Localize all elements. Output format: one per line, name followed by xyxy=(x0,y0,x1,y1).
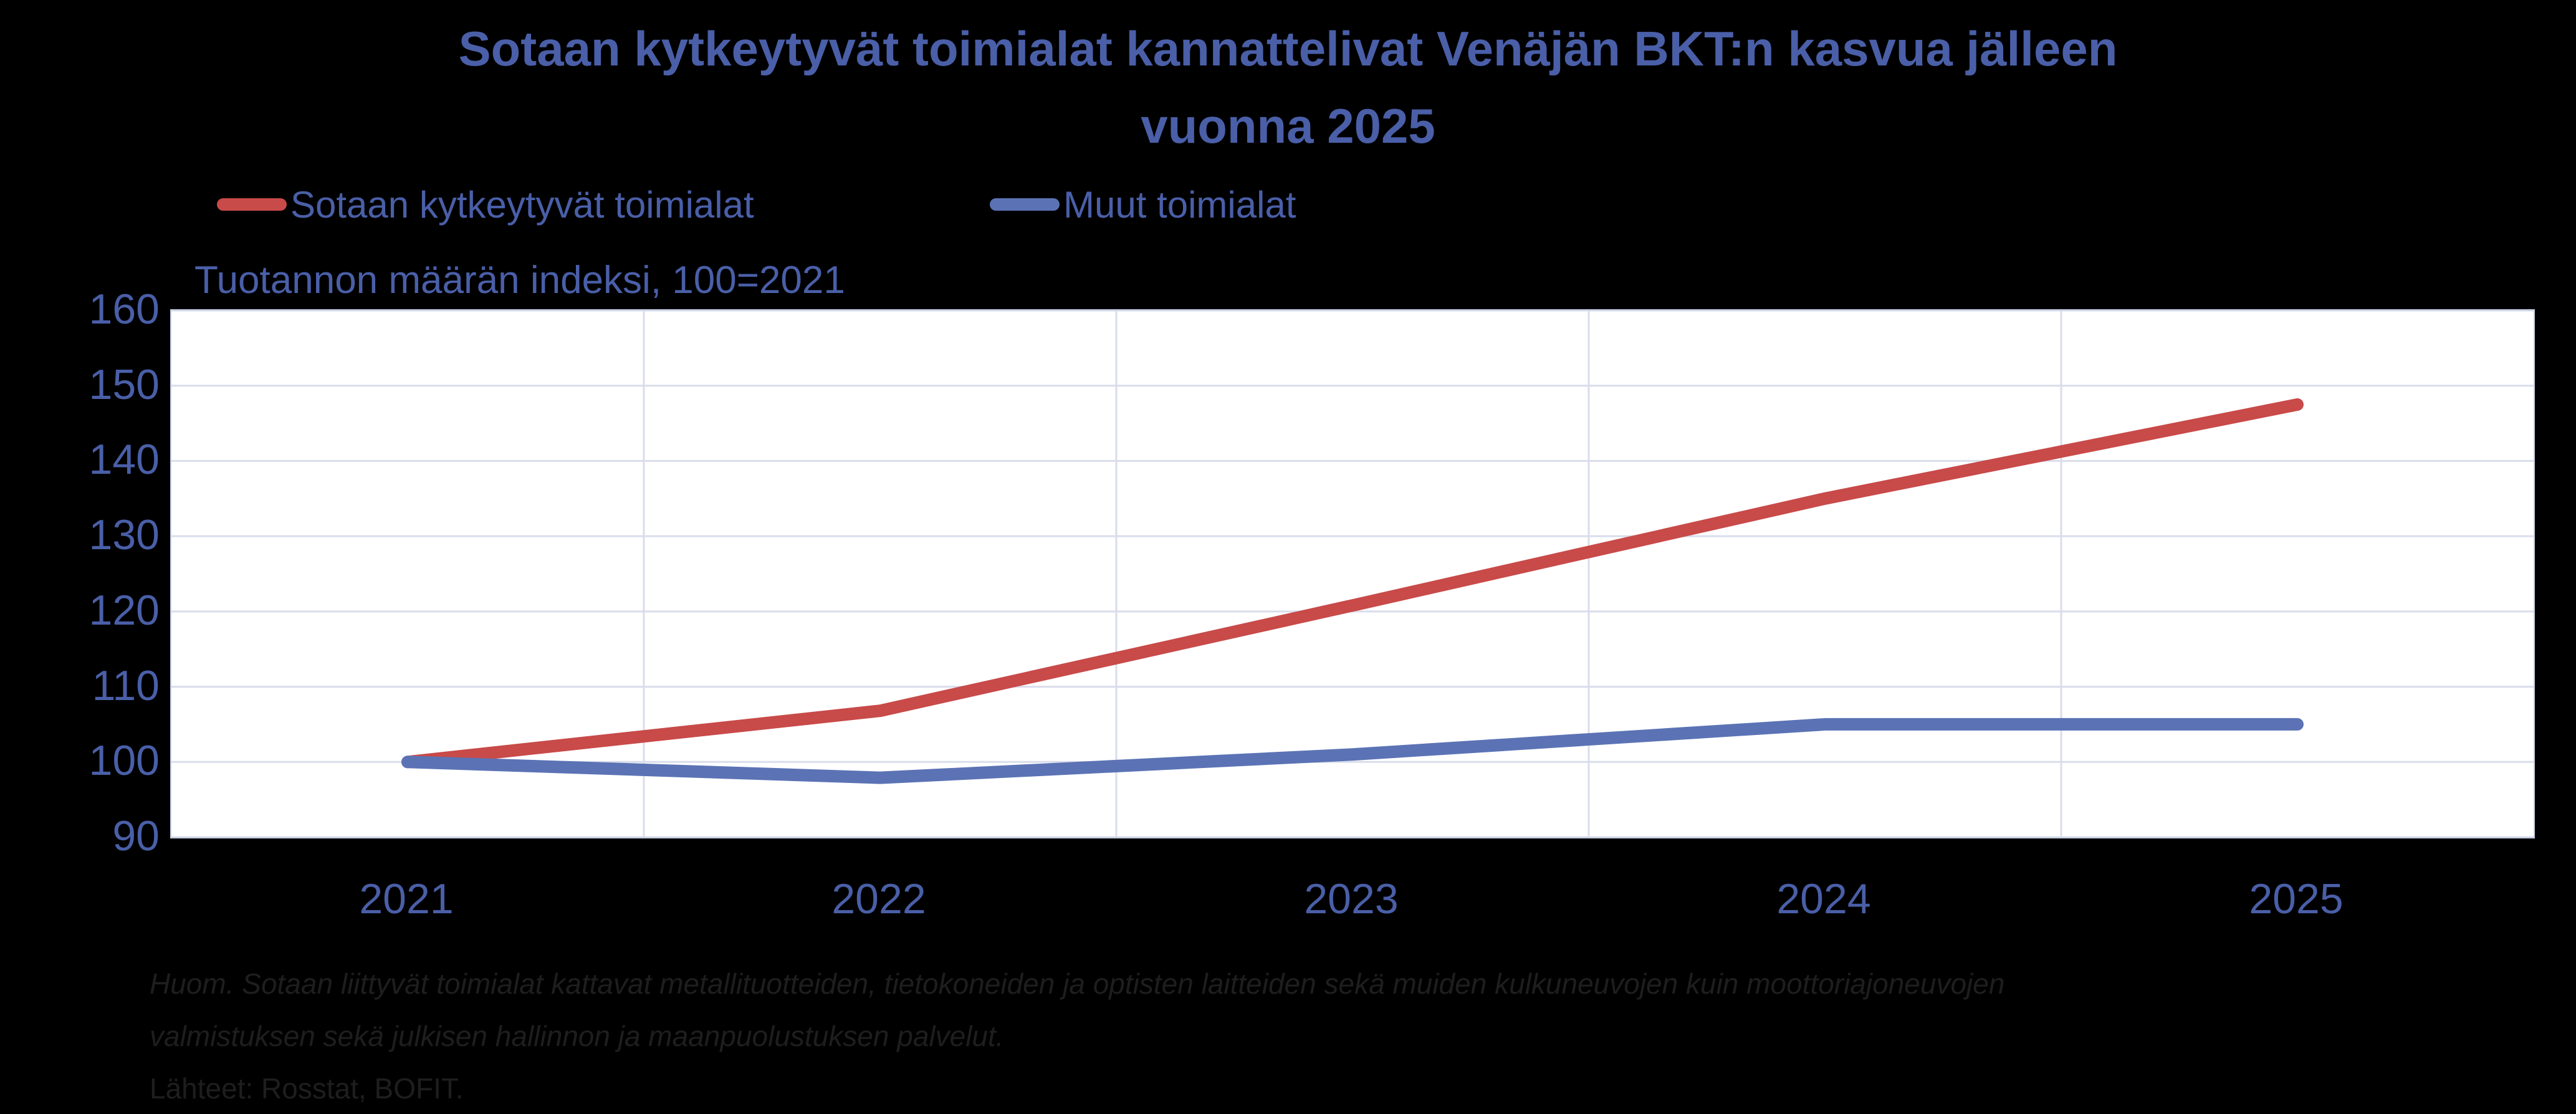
x-tick-label-2022: 2022 xyxy=(831,875,926,923)
axis-unit-label: Tuotannon määrän indeksi, 100=2021 xyxy=(194,259,845,302)
chart-title-line-2: vuonna 2025 xyxy=(1141,98,1435,153)
x-tick-label-2025: 2025 xyxy=(2249,875,2344,923)
y-tick-label-140: 140 xyxy=(89,436,160,484)
y-tick-label-100: 100 xyxy=(89,737,160,785)
x-axis-labels: 2021 2022 2023 2024 2025 xyxy=(170,836,2532,936)
footnote: Huom. Sotaan liittyvät toimialat kattava… xyxy=(150,958,2555,1114)
x-tick-label-2024: 2024 xyxy=(1776,875,1871,923)
legend-item-war-industries: Sotaan kytkeytyvät toimialat xyxy=(217,182,754,227)
series-line-war-industries xyxy=(401,398,2304,769)
x-tick-label-2023: 2023 xyxy=(1304,875,1399,923)
x-tick-label-2021: 2021 xyxy=(359,875,454,923)
series-line-other-industries xyxy=(401,718,2304,784)
legend-label-other-industries: Muut toimialat xyxy=(1063,183,1296,226)
y-tick-label-120: 120 xyxy=(89,586,160,634)
footnote-line-1: Huom. Sotaan liittyvät toimialat kattava… xyxy=(150,968,2005,1000)
legend-swatch-red-icon xyxy=(217,198,287,211)
y-axis-labels: 160 150 140 130 120 110 100 90 xyxy=(0,286,160,860)
legend-item-other-industries: Muut toimialat xyxy=(990,182,1296,227)
y-tick-label-150: 150 xyxy=(89,360,160,408)
y-tick-label-90: 90 xyxy=(112,812,160,860)
legend-swatch-blue-icon xyxy=(990,198,1060,211)
footnote-source: Lähteet: Rosstat, BOFIT. xyxy=(150,1072,464,1105)
footnote-line-2: valmistuksen sekä julkisen hallinnon ja … xyxy=(150,1020,1004,1052)
legend-label-war-industries: Sotaan kytkeytyvät toimialat xyxy=(290,183,754,226)
chart-canvas xyxy=(171,310,2534,837)
y-tick-label-110: 110 xyxy=(92,661,160,709)
chart-title-line-1: Sotaan kytkeytyvät toimialat kannatteliv… xyxy=(458,21,2118,76)
chart-title: Sotaan kytkeytyvät toimialat kannatteliv… xyxy=(0,10,2576,165)
plot-area xyxy=(170,309,2535,838)
chart-legend: Sotaan kytkeytyvät toimialat Muut toimia… xyxy=(0,182,2576,227)
y-tick-label-160: 160 xyxy=(89,286,160,333)
y-tick-label-130: 130 xyxy=(89,511,160,559)
